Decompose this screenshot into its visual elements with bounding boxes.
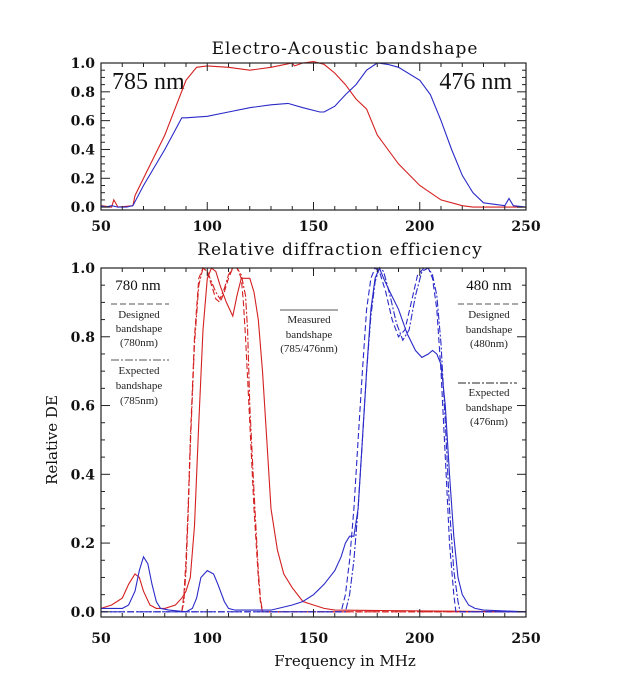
y-axis-label: Relative DE bbox=[43, 395, 61, 485]
series-line-blue-dashdot bbox=[101, 267, 526, 613]
legend-expected-left-1: Expected bbox=[119, 365, 160, 377]
legend-expected-left-2: bandshape bbox=[116, 380, 163, 392]
y-tick-label: 0.6 bbox=[71, 114, 95, 130]
x-tick-label: 150 bbox=[299, 631, 328, 647]
bottom-panel-relative-diffraction-efficiency: Relative diffraction efficiency Frequenc… bbox=[43, 240, 541, 670]
x-tick-label: 100 bbox=[193, 631, 222, 647]
annotation-780nm: 780 nm bbox=[115, 278, 161, 294]
x-axis-label: Frequency in MHz bbox=[274, 652, 416, 670]
y-tick-label: 0.4 bbox=[71, 467, 96, 483]
series-line-blue-dashed bbox=[101, 267, 526, 613]
legend-expected-right-2: bandshape bbox=[466, 402, 513, 414]
y-tick-label: 0.2 bbox=[71, 171, 95, 187]
x-tick-label: 50 bbox=[91, 631, 111, 647]
y-tick-label: 0.0 bbox=[71, 200, 96, 216]
legend-designed-left-2: bandshape bbox=[116, 323, 163, 335]
series-line-blue-solid bbox=[100, 62, 527, 208]
y-tick-label: 0.2 bbox=[71, 536, 95, 552]
y-tick-label: 0.0 bbox=[71, 605, 96, 621]
legend-designed-right-2: bandshape bbox=[466, 324, 513, 336]
legend-expected-right-3: (476nm) bbox=[470, 416, 508, 428]
x-tick-label: 150 bbox=[299, 219, 328, 235]
y-tick-label: 1.0 bbox=[71, 261, 96, 277]
legend-measured-3: (785/476nm) bbox=[280, 343, 338, 355]
series-line-red-solid bbox=[100, 61, 526, 208]
legend-designed-left-1: Designed bbox=[118, 309, 160, 321]
series-line-blue-solid bbox=[101, 266, 527, 613]
top-panel-electro-acoustic-bandshape: Electro-Acoustic bandshape 785 nm 476 nm… bbox=[71, 39, 541, 235]
x-tick-label: 200 bbox=[405, 219, 434, 235]
y-tick-label: 0.4 bbox=[71, 142, 96, 158]
x-tick-label: 250 bbox=[511, 631, 540, 647]
legend-designed-left-3: (780nm) bbox=[120, 337, 158, 349]
y-tick-label: 0.8 bbox=[71, 85, 95, 101]
series-line-red-dashdot bbox=[181, 267, 526, 613]
x-tick-label: 250 bbox=[511, 219, 540, 235]
annotation-785nm: 785 nm bbox=[112, 69, 185, 95]
top-chart-title: Electro-Acoustic bandshape bbox=[212, 39, 479, 59]
legend-measured-1: Measured bbox=[287, 314, 331, 326]
annotation-476nm: 476 nm bbox=[439, 69, 512, 95]
annotation-480nm: 480 nm bbox=[466, 278, 512, 294]
bottom-chart-title: Relative diffraction efficiency bbox=[197, 240, 483, 260]
y-tick-label: 0.6 bbox=[71, 399, 95, 415]
y-tick-label: 1.0 bbox=[71, 56, 96, 72]
y-tick-label: 0.8 bbox=[71, 330, 95, 346]
legend-designed-right-1: Designed bbox=[468, 309, 510, 321]
x-tick-label: 50 bbox=[91, 219, 111, 235]
legend-designed-right-3: (480nm) bbox=[470, 338, 508, 350]
legend-measured-2: bandshape bbox=[286, 329, 333, 341]
x-tick-label: 100 bbox=[193, 219, 222, 235]
series-line-red-solid bbox=[100, 267, 527, 613]
x-tick-label: 200 bbox=[405, 631, 434, 647]
legend-expected-right-1: Expected bbox=[469, 387, 510, 399]
legend-expected-left-3: (785nm) bbox=[120, 395, 158, 407]
